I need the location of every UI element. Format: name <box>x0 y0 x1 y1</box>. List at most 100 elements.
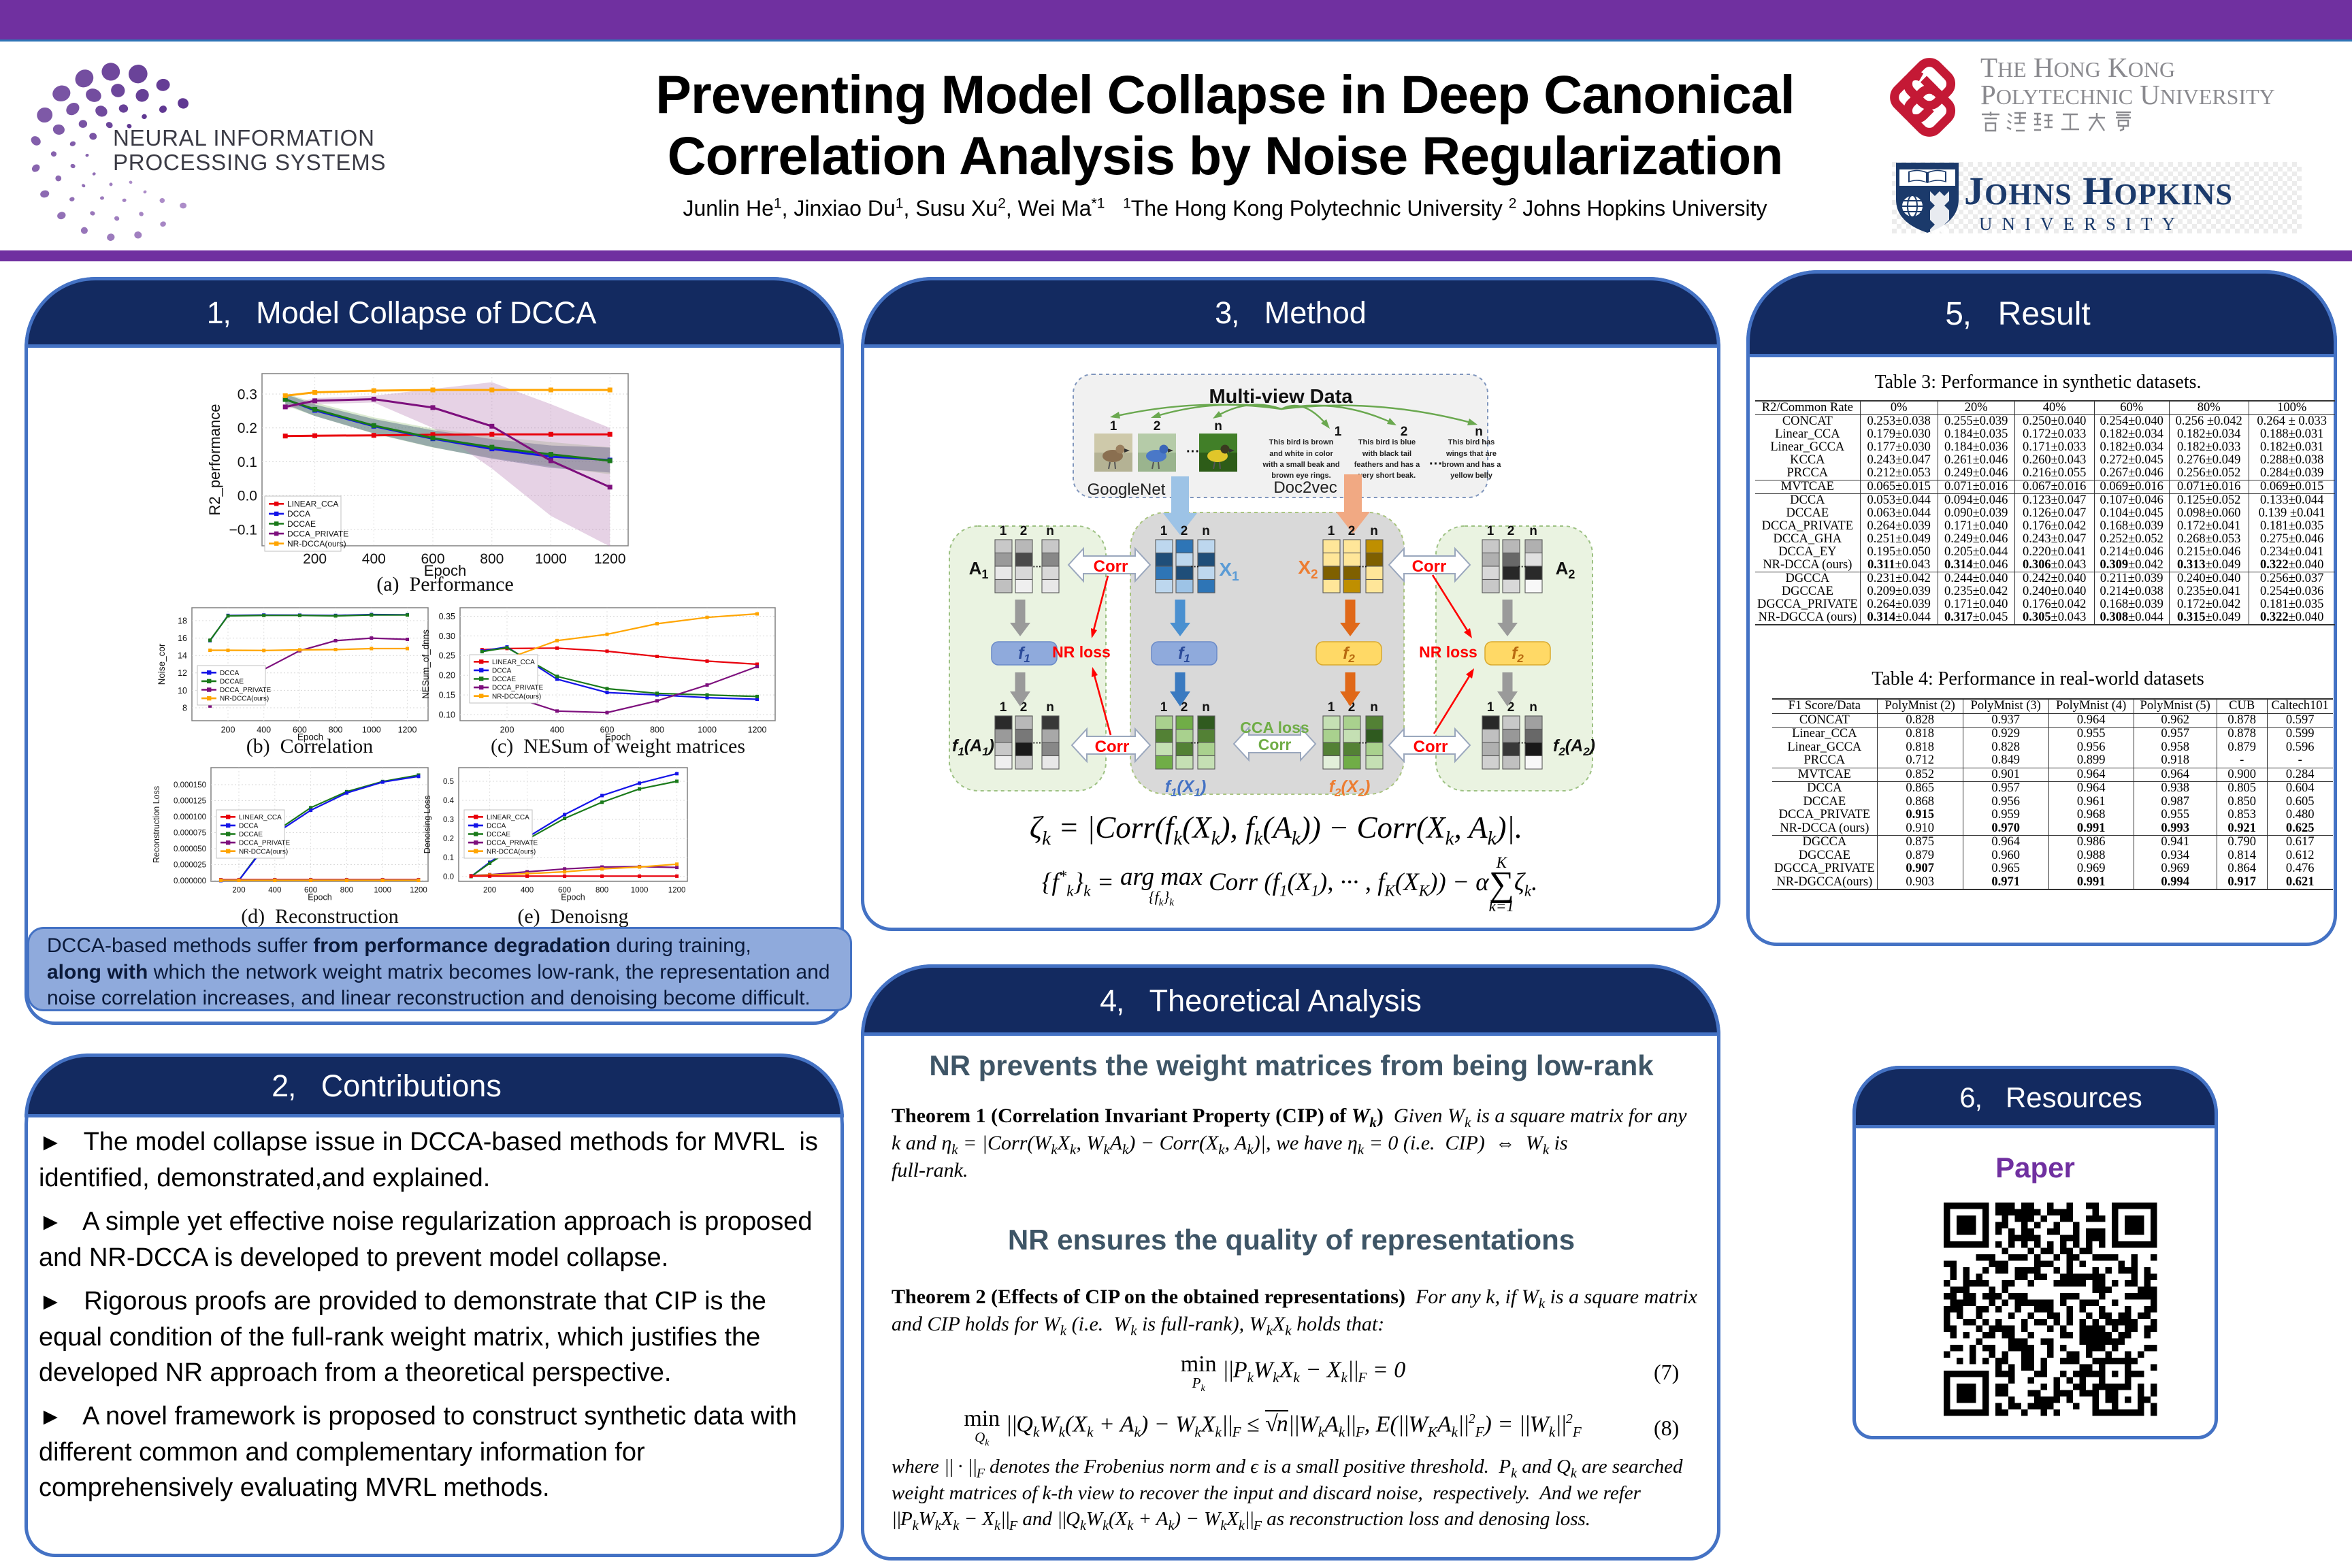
svg-text:0.10: 0.10 <box>439 710 455 719</box>
svg-text:0.20: 0.20 <box>439 671 455 681</box>
svg-text:This bird is brown: This bird is brown <box>1269 438 1334 446</box>
svg-text:1: 1 <box>1000 524 1007 538</box>
svg-text:1: 1 <box>1328 524 1335 538</box>
svg-text:800: 800 <box>650 725 664 735</box>
svg-text:(b) Correlation: (b) Correlation <box>246 735 374 757</box>
svg-text:Epoch: Epoch <box>605 732 631 742</box>
svg-text:18: 18 <box>178 616 187 625</box>
svg-text:400: 400 <box>257 725 271 735</box>
svg-text:···: ··· <box>1359 561 1368 572</box>
svg-text:DCCAE: DCCAE <box>287 519 316 529</box>
svg-text:···: ··· <box>1186 444 1200 459</box>
svg-text:UNIVERSITY: UNIVERSITY <box>1979 214 2185 233</box>
svg-text:yellow belly: yellow belly <box>1450 472 1493 480</box>
svg-text:very short beak.: very short beak. <box>1358 472 1416 480</box>
svg-text:600: 600 <box>421 551 444 567</box>
svg-text:DCCA_PRIVATE: DCCA_PRIVATE <box>487 840 538 847</box>
svg-text:800: 800 <box>480 551 504 567</box>
svg-text:1: 1 <box>1000 700 1007 715</box>
svg-text:Reconstruction Loss: Reconstruction Loss <box>152 786 161 863</box>
svg-text:1200: 1200 <box>594 551 626 567</box>
svg-text:200: 200 <box>483 887 496 895</box>
svg-text:···: ··· <box>1033 738 1042 748</box>
svg-text:LINEAR_CCA: LINEAR_CCA <box>487 814 529 821</box>
svg-text:2: 2 <box>1348 524 1356 538</box>
svg-text:600: 600 <box>293 725 307 735</box>
svg-text:CCA loss: CCA loss <box>1240 719 1309 736</box>
svg-text:8: 8 <box>182 703 187 713</box>
svg-text:···: ··· <box>1518 738 1527 748</box>
svg-text:Epoch: Epoch <box>308 893 331 902</box>
svg-text:n: n <box>1529 700 1537 715</box>
svg-text:0.30: 0.30 <box>439 632 455 641</box>
svg-text:1: 1 <box>1110 419 1117 434</box>
svg-text:···: ··· <box>1191 738 1200 748</box>
svg-text:NR loss: NR loss <box>1419 643 1477 661</box>
svg-text:1200: 1200 <box>668 887 686 895</box>
svg-text:with a small beak and: with a small beak and <box>1262 461 1339 469</box>
svg-text:LINEAR_CCA: LINEAR_CCA <box>287 500 338 509</box>
svg-text:200: 200 <box>221 725 235 735</box>
svg-text:2: 2 <box>1507 524 1515 538</box>
svg-text:NR-DCCA(ours): NR-DCCA(ours) <box>287 539 346 549</box>
svg-text:Doc2vec: Doc2vec <box>1273 478 1337 497</box>
svg-text:n: n <box>1202 524 1210 538</box>
svg-text:n: n <box>1214 419 1222 434</box>
svg-text:200: 200 <box>303 551 327 567</box>
svg-text:(e) Denoisng: (e) Denoisng <box>517 905 628 928</box>
svg-text:1000: 1000 <box>362 725 381 735</box>
svg-text:···: ··· <box>1191 561 1200 572</box>
svg-text:2: 2 <box>1020 700 1028 715</box>
svg-text:2: 2 <box>1154 419 1161 434</box>
svg-text:0.000075: 0.000075 <box>174 830 206 838</box>
svg-text:10: 10 <box>178 686 187 696</box>
svg-text:DCCA_PRIVATE: DCCA_PRIVATE <box>239 840 291 847</box>
svg-text:This bird is blue: This bird is blue <box>1358 438 1416 446</box>
svg-text:LINEAR_CCA: LINEAR_CCA <box>239 814 282 821</box>
svg-text:1000: 1000 <box>535 551 567 567</box>
svg-text:16: 16 <box>178 634 187 643</box>
svg-text:2: 2 <box>1020 524 1028 538</box>
svg-text:2: 2 <box>1181 700 1188 715</box>
svg-text:Corr: Corr <box>1095 738 1130 756</box>
svg-text:DCCA: DCCA <box>487 823 506 830</box>
svg-text:0.000025: 0.000025 <box>174 862 206 870</box>
svg-text:n: n <box>1046 524 1054 538</box>
svg-text:POLYTECHNIC UNIVERSITY: POLYTECHNIC UNIVERSITY <box>1980 79 2275 110</box>
svg-text:0.000125: 0.000125 <box>174 798 206 806</box>
svg-text:0.3: 0.3 <box>238 387 257 402</box>
svg-text:n: n <box>1202 700 1210 715</box>
svg-text:with black tail: with black tail <box>1362 450 1411 458</box>
svg-text:0.3: 0.3 <box>443 816 454 824</box>
svg-text:−0.1: −0.1 <box>229 522 257 538</box>
svg-text:Corr: Corr <box>1258 736 1292 753</box>
svg-text:200: 200 <box>500 725 514 735</box>
svg-text:200: 200 <box>232 887 245 895</box>
svg-text:1000: 1000 <box>374 887 391 895</box>
svg-text:600: 600 <box>304 887 317 895</box>
svg-text:Corr: Corr <box>1414 738 1448 756</box>
svg-text:800: 800 <box>329 725 343 735</box>
svg-text:400: 400 <box>521 887 534 895</box>
svg-text:1200: 1200 <box>748 725 767 735</box>
svg-text:···: ··· <box>1359 738 1368 748</box>
svg-text:12: 12 <box>178 668 187 678</box>
svg-text:1000: 1000 <box>631 887 649 895</box>
svg-text:400: 400 <box>362 551 386 567</box>
svg-text:DCCA: DCCA <box>239 823 259 830</box>
svg-text:1200: 1200 <box>398 725 417 735</box>
svg-text:NR-DCCA(ours): NR-DCCA(ours) <box>239 848 288 855</box>
svg-text:PROCESSING SYSTEMS: PROCESSING SYSTEMS <box>113 150 386 175</box>
svg-text:2: 2 <box>1181 524 1188 538</box>
svg-text:Denoising Loss: Denoising Loss <box>423 796 432 853</box>
svg-text:and white in color: and white in color <box>1269 450 1333 458</box>
svg-text:n: n <box>1370 700 1378 715</box>
svg-text:feathers and has a: feathers and has a <box>1354 461 1420 469</box>
svg-text:DCCAE: DCCAE <box>239 831 263 838</box>
svg-text:0.4: 0.4 <box>443 797 455 805</box>
svg-text:0.000150: 0.000150 <box>174 781 206 789</box>
svg-text:brown eye rings.: brown eye rings. <box>1271 472 1330 480</box>
svg-text:brown and has a: brown and has a <box>1442 461 1502 469</box>
svg-text:600: 600 <box>600 725 615 735</box>
svg-text:2: 2 <box>1401 425 1408 439</box>
